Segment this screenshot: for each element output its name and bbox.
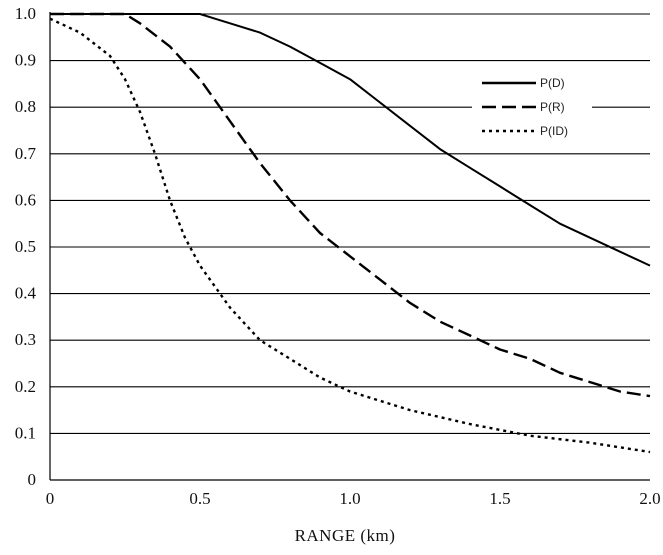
y-tick-label: 0.7 [15, 144, 37, 163]
y-tick-label: 0.6 [15, 190, 36, 209]
legend-label: P(R) [540, 100, 565, 114]
series-line-1 [50, 13, 651, 267]
y-tick-labels: 0 0.1 0.2 0.3 0.4 0.5 0.6 0.7 0.8 0.9 1.0 [15, 4, 37, 489]
y-tick-label: 1.0 [15, 4, 36, 23]
x-tick-label: 1.5 [489, 489, 510, 508]
legend-label: P(ID) [540, 124, 568, 138]
x-axis-title: RANGE (km) [295, 526, 396, 545]
y-tick-label: 0.3 [15, 330, 36, 349]
x-tick-labels: 0 0.5 1.0 1.5 2.0 [46, 489, 661, 508]
legend: P(D) P(R) P(ID) [472, 72, 592, 148]
series-lines [49, 12, 651, 454]
x-tick-label: 0.5 [189, 489, 210, 508]
legend-label: P(D) [540, 76, 565, 90]
series-line-3 [49, 17, 651, 454]
legend-box [472, 72, 592, 148]
x-tick-label: 0 [46, 489, 55, 508]
y-tick-label: 0.4 [15, 284, 37, 303]
y-tick-label: 0.2 [15, 377, 36, 396]
series-line-2 [50, 12, 651, 398]
y-tick-label: 0.5 [15, 237, 36, 256]
y-tick-label: 0 [28, 470, 37, 489]
y-tick-label: 0.1 [15, 423, 36, 442]
y-tick-label: 0.9 [15, 51, 36, 70]
x-tick-label: 2.0 [639, 489, 660, 508]
x-tick-label: 1.0 [339, 489, 360, 508]
y-tick-label: 0.8 [15, 97, 36, 116]
gridlines [50, 13, 650, 434]
